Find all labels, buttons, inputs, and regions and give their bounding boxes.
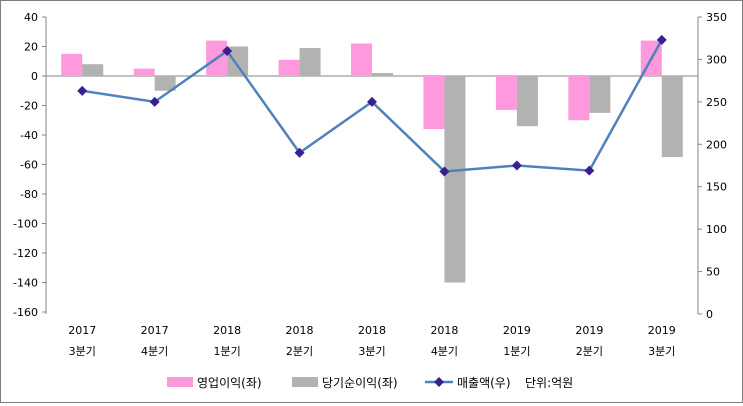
net-income-bar [444,76,466,283]
unit-note: 단위:억원 [525,376,573,390]
right-tick-label: 0 [706,308,713,321]
category-year-label: 2019 [575,324,603,337]
category-labels: 2017 3분기 2017 4분기 2018 1분기 2018 2분기 2018 3분기 2018 4… [68,324,676,358]
category-quarter-label: 1분기 [503,345,530,358]
left-tick-label: -160 [13,306,38,319]
right-tick-label: 50 [706,266,720,279]
category-quarter-label: 3분기 [648,345,675,358]
left-tick-label: 20 [24,41,38,54]
operating-profit-bar [278,59,300,76]
revenue-marker [656,34,667,45]
category-year-label: 2017 [141,324,169,337]
revenue-marker [584,165,595,176]
category-year-label: 2018 [213,324,241,337]
net-income-bar [372,73,393,76]
right-tick-label: 350 [706,11,727,24]
left-tick-label: -100 [13,218,38,231]
operating-profit-bar [423,76,445,130]
left-tick-label: -140 [13,277,38,290]
legend-label-operating-profit: 영업이익(좌) [197,376,262,390]
left-tick-label: 0 [31,70,38,83]
revenue-marker [511,160,522,171]
revenue-marker [222,45,233,56]
category-year-label: 2018 [286,324,314,337]
revenue-marker [77,85,88,96]
category-quarter-label: 2분기 [286,345,313,358]
operating-profit-bar [568,76,590,121]
operating-profit-bar [61,53,83,76]
revenue-marker [439,166,450,177]
operating-profit-bar [133,68,155,76]
left-tick-label: 40 [24,11,38,24]
legend-swatch-operating-profit [167,377,193,387]
right-tick-label: 250 [706,96,727,109]
category-year-label: 2018 [430,324,458,337]
category-year-label: 2019 [648,324,676,337]
legend-label-net-income: 당기순이익(좌) [322,376,398,390]
revenue-marker [367,96,377,107]
category-year-label: 2019 [503,324,531,337]
operating-profit-bar [495,76,517,110]
net-income-bar [227,46,249,76]
revenue-marker [294,147,305,158]
right-tick-label: 300 [706,53,727,66]
net-income-bar [299,47,321,76]
category-quarter-label: 1분기 [213,345,240,358]
left-tick-label: -120 [13,247,38,260]
net-income-bar [82,64,104,76]
left-tick-label: -60 [20,159,38,172]
right-tick-label: 100 [706,223,727,236]
category-year-label: 2017 [68,324,96,337]
category-quarter-label: 2분기 [576,345,603,358]
legend: 영업이익(좌) 당기순이익(좌) 매출액(우) 단위:억원 [167,376,573,390]
operating-profit-bar [351,43,372,76]
net-income-bar [154,76,176,91]
legend-swatch-revenue-marker [434,377,444,387]
left-tick-label: -80 [20,188,38,201]
net-income-bar [661,76,683,158]
line-series [77,34,667,177]
net-income-bar [589,76,611,113]
left-tick-label: -20 [20,100,38,113]
category-quarter-label: 3분기 [69,345,96,358]
axes: -160 -140 -120 -100 -80 -60 -40 -20 0 20 40 0 50 100 1… [13,11,727,321]
category-year-label: 2018 [358,324,386,337]
category-quarter-label: 4분기 [431,345,458,358]
revenue-marker [149,96,160,107]
legend-swatch-net-income [292,377,318,387]
right-tick-label: 150 [706,181,727,194]
legend-label-revenue: 매출액(우) [457,376,511,390]
right-tick-label: 200 [706,138,727,151]
bars [61,40,683,283]
category-quarter-label: 3분기 [358,345,385,358]
net-income-bar [516,76,538,127]
left-tick-label: -40 [20,129,38,142]
category-quarter-label: 4분기 [141,345,168,358]
